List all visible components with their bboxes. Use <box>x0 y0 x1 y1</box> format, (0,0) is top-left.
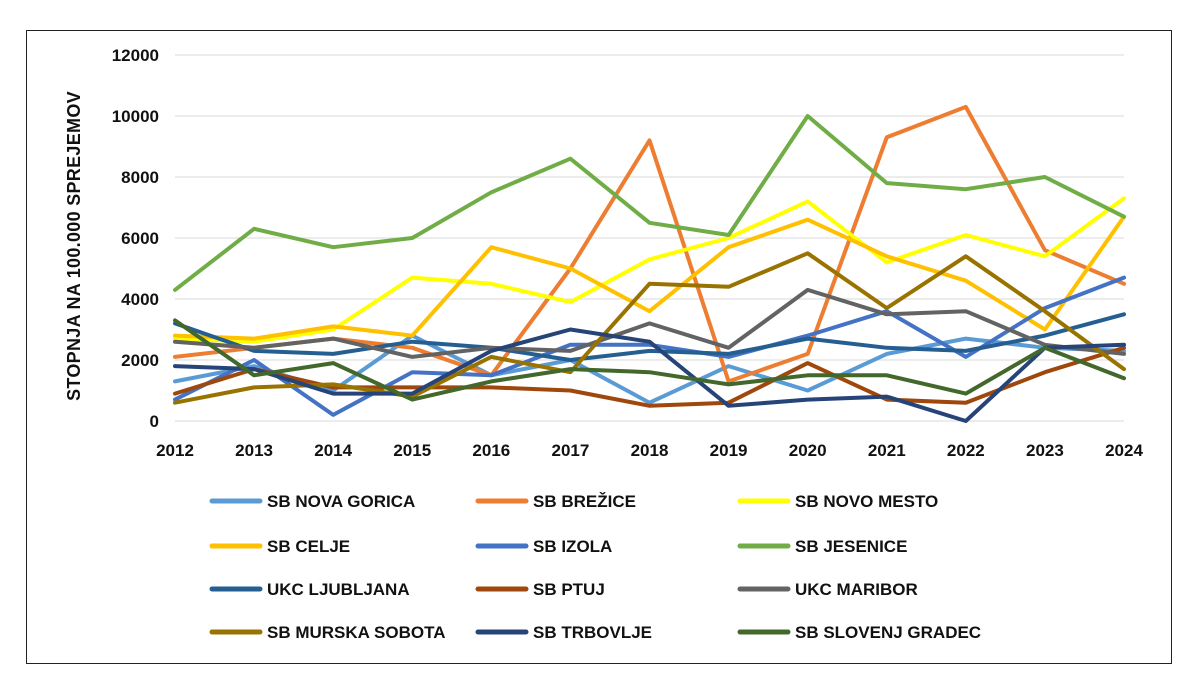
series-line-sb-murska-sobota <box>173 251 1126 405</box>
series-line-sb-celje <box>173 214 1126 341</box>
legend-label: SB TRBOVLJE <box>533 623 652 642</box>
legend-entry: UKC MARIBOR <box>737 580 918 599</box>
series-line-ukc-maribor <box>173 287 1126 359</box>
x-tick-label: 2020 <box>789 441 827 460</box>
legend-label: SB IZOLA <box>533 537 612 556</box>
x-tick-label: 2024 <box>1105 441 1143 460</box>
legend-entry: SB IZOLA <box>475 537 612 556</box>
legend-entry: SB BREŽICE <box>475 492 636 511</box>
y-tick-label: 10000 <box>112 107 159 126</box>
x-tick-label: 2018 <box>631 441 669 460</box>
legend-entry: SB NOVO MESTO <box>737 492 938 511</box>
legend-label: SB JESENICE <box>795 537 907 556</box>
legend-label: SB NOVA GORICA <box>267 492 415 511</box>
x-tick-label: 2017 <box>552 441 590 460</box>
series-line-sb-trbovlje <box>173 327 1126 423</box>
x-tick-label: 2021 <box>868 441 906 460</box>
y-tick-label: 2000 <box>121 351 159 370</box>
legend-label: UKC MARIBOR <box>795 580 918 599</box>
x-tick-label: 2014 <box>314 441 352 460</box>
legend-entry: SB JESENICE <box>737 537 907 556</box>
series-line-sb-novo-mesto <box>173 196 1126 344</box>
legend-entry: SB TRBOVLJE <box>475 623 652 642</box>
y-axis-label: STOPNJA NA 100.000 SPREJEMOV <box>64 91 84 401</box>
y-tick-label: 4000 <box>121 290 159 309</box>
legend-entry: SB NOVA GORICA <box>209 492 415 511</box>
x-tick-label: 2013 <box>235 441 273 460</box>
x-tick-label: 2015 <box>393 441 431 460</box>
y-tick-label: 12000 <box>112 46 159 65</box>
legend-label: SB BREŽICE <box>533 492 636 511</box>
legend-label: SB SLOVENJ GRADEC <box>795 623 981 642</box>
legend-label: SB PTUJ <box>533 580 605 599</box>
legend-label: SB CELJE <box>267 537 350 556</box>
legend-entry: UKC LJUBLJANA <box>209 580 410 599</box>
series-line-sb-izola <box>173 275 1126 417</box>
series-line-sb-jesenice <box>173 114 1126 292</box>
x-tick-label: 2022 <box>947 441 985 460</box>
series-line-sb-nova-gorica <box>173 333 1126 405</box>
series-line-sb-slovenj-gradec <box>173 318 1126 402</box>
series-line-ukc-ljubljana <box>173 312 1126 362</box>
legend-entry: SB CELJE <box>209 537 350 556</box>
x-tick-label: 2016 <box>472 441 510 460</box>
legend-entry: SB MURSKA SOBOTA <box>209 623 446 642</box>
x-tick-label: 2023 <box>1026 441 1064 460</box>
legend-entry: SB SLOVENJ GRADEC <box>737 623 981 642</box>
y-tick-label: 6000 <box>121 229 159 248</box>
legend-label: SB MURSKA SOBOTA <box>267 623 446 642</box>
legend-label: SB NOVO MESTO <box>795 492 938 511</box>
series-line-sb-ptuj <box>173 345 1126 408</box>
y-tick-label: 0 <box>150 412 159 431</box>
y-tick-label: 8000 <box>121 168 159 187</box>
legend-entry: SB PTUJ <box>475 580 605 599</box>
x-tick-label: 2019 <box>710 441 748 460</box>
x-tick-label: 2012 <box>156 441 194 460</box>
legend-label: UKC LJUBLJANA <box>267 580 410 599</box>
